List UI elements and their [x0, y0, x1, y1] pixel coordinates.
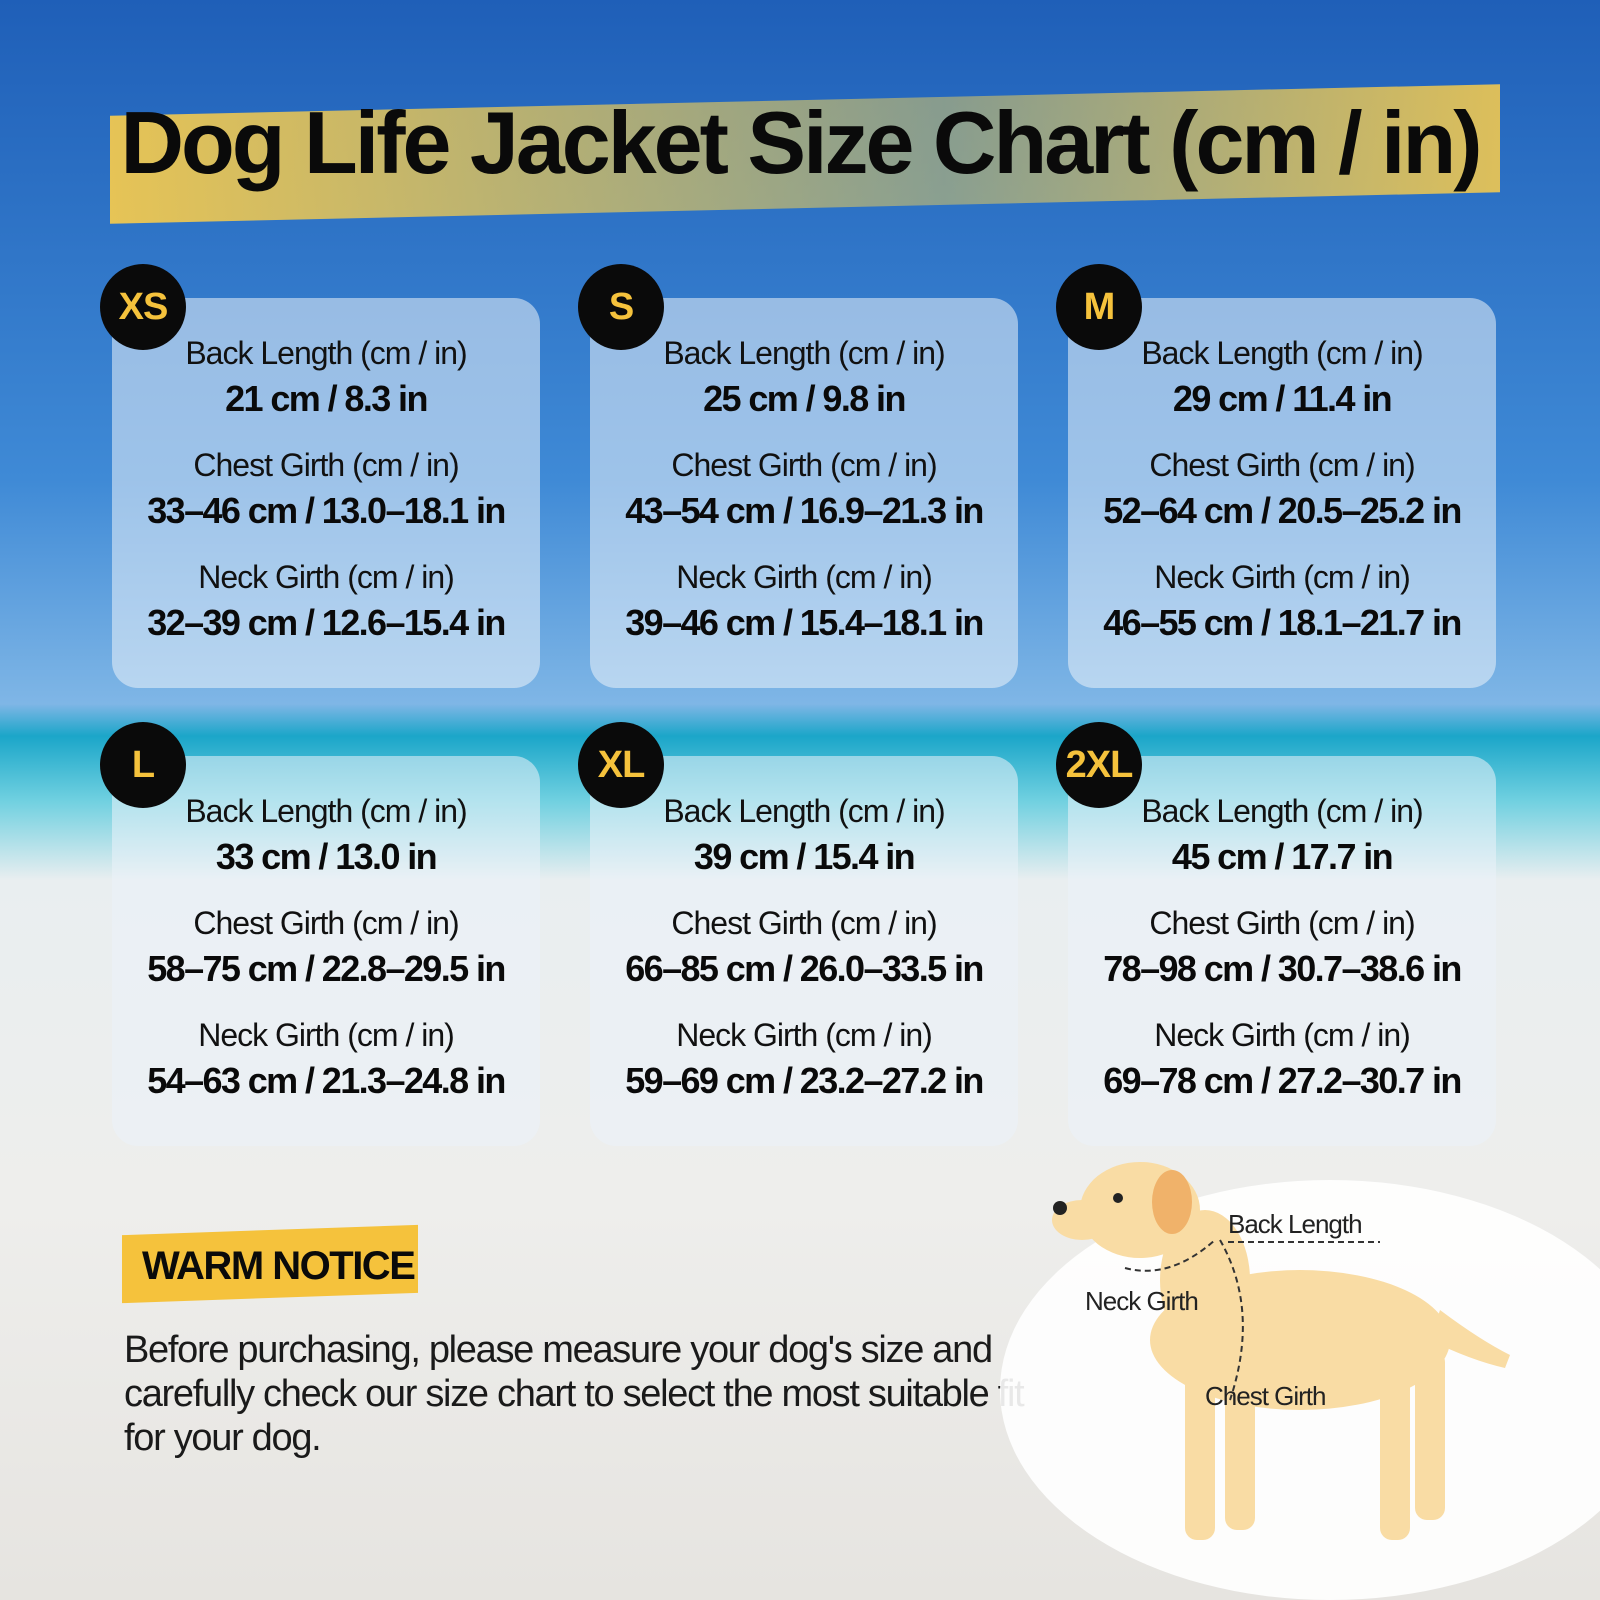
measure-label: Neck Girth (cm / in)	[198, 559, 455, 595]
size-card: Back Length (cm / in) 33 cm / 13.0 in Ches…	[112, 756, 540, 1146]
measure-value: 33 cm / 13.0 in	[215, 836, 438, 877]
measure-value: 25 cm / 9.8 in	[703, 378, 906, 419]
size-card: Back Length (cm / in) 29 cm / 11.4 in Ches…	[1068, 298, 1496, 688]
measure-value: 32–39 cm / 12.6–15.4 in	[147, 602, 506, 643]
card-body: Back Length (cm / in) 29 cm / 11.4 in Ches…	[1068, 298, 1496, 646]
measure-label: Back Length (cm / in)	[185, 335, 467, 371]
card-body: Back Length (cm / in) 39 cm / 15.4 in Ches…	[590, 756, 1018, 1104]
measure-label: Neck Girth (cm / in)	[198, 1017, 455, 1053]
title: Dog Life Jacket Size Chart (cm / in)	[120, 93, 1483, 192]
measure-value: 59–69 cm / 23.2–27.2 in	[625, 1060, 984, 1101]
size-card: Back Length (cm / in) 25 cm / 9.8 in Chest…	[590, 298, 1018, 688]
measure-value: 66–85 cm / 26.0–33.5 in	[625, 948, 984, 989]
measure-label: Neck Girth (cm / in)	[1154, 559, 1411, 595]
measure-value: 29 cm / 11.4 in	[1172, 378, 1393, 419]
card-body: Back Length (cm / in) 21 cm / 8.3 in Chest…	[112, 298, 540, 646]
measure-value: 39–46 cm / 15.4–18.1 in	[625, 602, 984, 643]
size-badge: M	[1056, 264, 1142, 350]
measure-label: Neck Girth (cm / in)	[676, 1017, 933, 1053]
measure-value: 46–55 cm / 18.1–21.7 in	[1103, 602, 1462, 643]
measure-value: 52–64 cm / 20.5–25.2 in	[1103, 490, 1462, 531]
measure-label: Chest Girth (cm / in)	[671, 905, 937, 941]
measure-label: Chest Girth (cm / in)	[1149, 905, 1415, 941]
measure-value: 58–75 cm / 22.8–29.5 in	[147, 948, 506, 989]
measure-value: 21 cm / 8.3 in	[225, 378, 428, 419]
size-badge: L	[100, 722, 186, 808]
chest-girth-label: Chest Girth	[1205, 1381, 1326, 1411]
dog-diagram: Back Length Neck Girth Chest Girth	[1000, 1162, 1600, 1600]
dog-ear	[1152, 1170, 1192, 1234]
size-badge: XS	[100, 264, 186, 350]
measure-label: Neck Girth (cm / in)	[1154, 1017, 1411, 1053]
size-card: Back Length (cm / in) 39 cm / 15.4 in Ches…	[590, 756, 1018, 1146]
neck-girth-label: Neck Girth	[1085, 1286, 1198, 1316]
measure-label: Back Length (cm / in)	[663, 335, 945, 371]
measure-value: 39 cm / 15.4 in	[693, 836, 916, 877]
neck-line	[1124, 1239, 1216, 1272]
card-body: Back Length (cm / in) 33 cm / 13.0 in Ches…	[112, 756, 540, 1104]
measure-label: Chest Girth (cm / in)	[193, 905, 459, 941]
notice-text: Before purchasing, please measure your d…	[124, 1329, 1025, 1459]
dog-eye	[1113, 1193, 1123, 1203]
size-badge: S	[578, 264, 664, 350]
size-badge: 2XL	[1056, 722, 1142, 808]
chest-line	[1219, 1239, 1244, 1401]
measure-label: Chest Girth (cm / in)	[671, 447, 937, 483]
measure-value: 54–63 cm / 21.3–24.8 in	[147, 1060, 506, 1101]
measure-label: Chest Girth (cm / in)	[193, 447, 459, 483]
size-card: Back Length (cm / in) 45 cm / 17.7 in Ches…	[1068, 756, 1496, 1146]
measure-value: 45 cm / 17.7 in	[1171, 836, 1394, 877]
measure-label: Back Length (cm / in)	[1141, 335, 1423, 371]
measure-label: Chest Girth (cm / in)	[1149, 447, 1415, 483]
measure-value: 78–98 cm / 30.7–38.6 in	[1103, 948, 1462, 989]
measure-value: 69–78 cm / 27.2–30.7 in	[1103, 1060, 1462, 1101]
back-length-label: Back Length	[1228, 1209, 1362, 1239]
measure-value: 43–54 cm / 16.9–21.3 in	[625, 490, 984, 531]
size-card: Back Length (cm / in) 21 cm / 8.3 in Chest…	[112, 298, 540, 688]
dog	[1052, 1162, 1510, 1540]
card-body: Back Length (cm / in) 25 cm / 9.8 in Chest…	[590, 298, 1018, 646]
measure-label: Back Length (cm / in)	[663, 793, 945, 829]
size-badge: XL	[578, 722, 664, 808]
measure-label: Back Length (cm / in)	[185, 793, 467, 829]
notice-title: WARM NOTICE	[142, 1244, 416, 1288]
card-body: Back Length (cm / in) 45 cm / 17.7 in Ches…	[1068, 756, 1496, 1104]
measure-label: Back Length (cm / in)	[1141, 793, 1423, 829]
dog-nose	[1053, 1201, 1067, 1215]
measure-value: 33–46 cm / 13.0–18.1 in	[147, 490, 506, 531]
measure-label: Neck Girth (cm / in)	[676, 559, 933, 595]
